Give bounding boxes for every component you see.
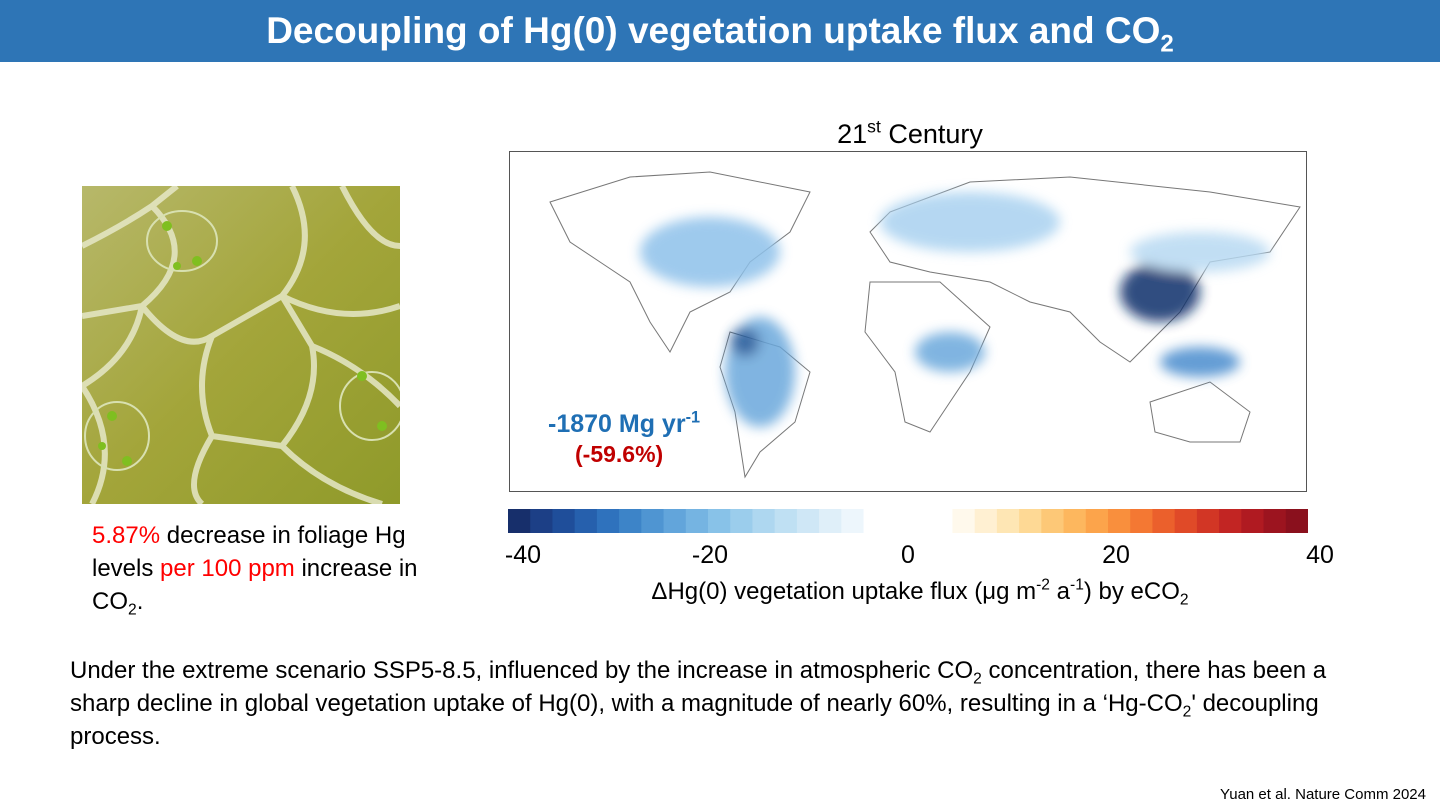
colorbar-segment [974, 509, 998, 533]
caption-text: decrease in foliage Hg levels [92, 522, 406, 582]
colorbar-segment [819, 509, 842, 533]
caption-text: increase in CO [92, 555, 418, 615]
colorbar-segment [1285, 509, 1308, 533]
colorbar-segment [1041, 509, 1065, 533]
leaf-micrograph [82, 186, 400, 504]
title-text: Decoupling of Hg(0) vegetation uptake fl… [266, 10, 1161, 51]
slide-title: Decoupling of Hg(0) vegetation uptake fl… [0, 10, 1440, 56]
colorbar-segment [1219, 509, 1242, 533]
body-subscript: 2 [1182, 703, 1192, 721]
colorbar-tick: -20 [691, 541, 729, 569]
colorbar-label: ΔHg(0) vegetation uptake flux (μg m-2 a-… [560, 576, 1280, 609]
colorbar-tick: 20 [1102, 541, 1130, 569]
world-map [549, 171, 1301, 479]
colorbar-segment [552, 509, 576, 533]
colorbar-segment [574, 509, 598, 533]
colorbar-segment [663, 509, 687, 533]
caption: 5.87% decrease in foliage Hg levels per … [92, 519, 422, 618]
map-title-text: Century [880, 119, 983, 149]
caption-subscript: 2 [128, 601, 137, 619]
colorbar-segment [1063, 509, 1087, 533]
colorbar-segment [1130, 509, 1153, 533]
flux-total: -1870 Mg yr-1 [548, 408, 701, 439]
colorbar-segment [1019, 509, 1042, 533]
colorbar-segment [1174, 509, 1198, 533]
flux-percent: (-59.6%) [575, 441, 664, 467]
body-text: Under the extreme scenario SSP5-8.5, inf… [70, 654, 1380, 753]
colorbar-segment [1196, 509, 1220, 533]
map-title: 21st Century [760, 116, 1060, 150]
label-text: a [1049, 578, 1070, 605]
map-title-text: 21 [837, 119, 868, 149]
colorbar-segment [685, 509, 709, 533]
colorbar-segment [908, 509, 931, 533]
body-part: Under the extreme scenario SSP5-8.5, inf… [70, 657, 974, 684]
citation: Yuan et al. Nature Comm 2024 [1220, 786, 1426, 803]
colorbar-segment [885, 509, 909, 533]
title-bar [0, 0, 1440, 62]
colorbar-segment [752, 509, 776, 533]
highlight: 5.87% [92, 522, 161, 549]
colorbar-segment [596, 509, 620, 533]
colorbar-segment [619, 509, 642, 533]
colorbar-tick: -40 [504, 541, 542, 569]
body-part: ' decoupling process. [70, 690, 1319, 750]
label-superscript: -1 [1070, 576, 1084, 594]
colorbar-segment [641, 509, 665, 533]
map-frame [509, 151, 1307, 492]
colorbar [508, 509, 1308, 533]
colorbar-segment [863, 509, 887, 533]
colorbar-segment [1108, 509, 1131, 533]
flux-total-text: -1870 Mg yr [548, 410, 686, 438]
colorbar-segment [1263, 509, 1287, 533]
colorbar-segment [796, 509, 820, 533]
colorbar-segment [708, 509, 731, 533]
colorbar-segment [508, 509, 531, 533]
map-title-superscript: st [867, 116, 881, 137]
colorbar-segment [530, 509, 553, 533]
colorbar-segment [774, 509, 798, 533]
title-subscript: 2 [1160, 30, 1174, 58]
colorbar-segment [841, 509, 865, 533]
body-subscript: 2 [973, 670, 982, 688]
colorbar-segment [730, 509, 753, 533]
colorbar-tick: 0 [901, 541, 915, 569]
colorbar-segment [930, 509, 953, 533]
label-superscript: -2 [1036, 576, 1050, 594]
colorbar-segment [1152, 509, 1176, 533]
colorbar-segment [952, 509, 976, 533]
label-subscript: 2 [1179, 591, 1189, 609]
colorbar-segment [996, 509, 1020, 533]
caption-text: . [136, 588, 144, 615]
flux-total-unit-exponent: -1 [685, 408, 701, 427]
body-part: concentration, there has been a sharp de… [70, 657, 1327, 717]
label-text: ΔHg(0) vegetation uptake flux (μg m [651, 578, 1037, 605]
colorbar-segment [1085, 509, 1109, 533]
colorbar-segment [1241, 509, 1265, 533]
label-text: ) by eCO [1083, 578, 1180, 605]
colorbar-tick: 40 [1306, 541, 1334, 569]
highlight: per 100 ppm [160, 555, 295, 582]
